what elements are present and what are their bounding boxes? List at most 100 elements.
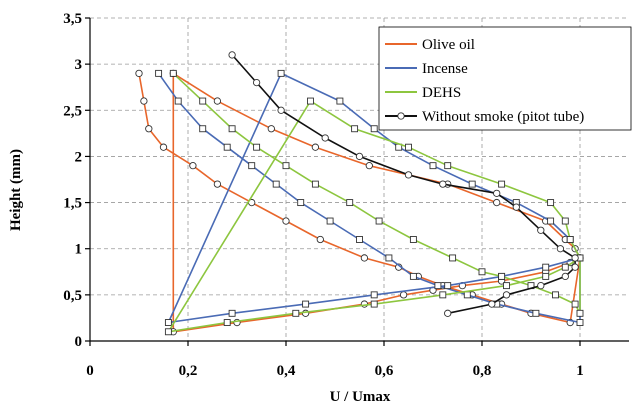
data-point [228,125,236,133]
data-point [199,125,207,133]
data-point [282,217,290,225]
data-point [252,78,261,87]
data-point [272,180,280,188]
data-point [571,254,579,262]
data-point [277,106,285,114]
data-point [164,328,172,336]
data-point [399,291,408,299]
data-point [512,203,520,211]
data-point [561,217,569,225]
data-point [326,217,334,225]
data-point [174,97,182,105]
legend-item: Without smoke (pitot tube) [385,109,584,125]
data-point [336,97,344,105]
data-point [498,272,506,280]
x-tick-label: 0,8 [473,363,492,379]
data-point [292,309,300,317]
data-point [253,143,261,151]
legend-item: DEHS [385,85,461,101]
data-point [468,180,476,188]
data-point [576,319,584,326]
data-point [311,143,320,151]
data-point [351,125,359,133]
x-tick-label: 0,4 [277,363,296,379]
data-point [493,198,501,207]
x-tick-label: 1 [576,363,584,379]
data-point [542,263,550,271]
data-point [571,300,579,308]
legend-item: Olive oil [385,37,475,53]
series-3 [228,51,579,317]
x-tick-label: 0 [86,363,94,379]
series-lines [135,51,584,336]
data-point [444,162,452,170]
data-point [297,199,305,207]
data-point [228,309,236,317]
data-point [159,143,168,151]
data-point [409,236,417,243]
y-tick-label: 3,5 [63,11,82,27]
data-point [135,69,143,78]
series-2 [164,69,584,336]
data-point [301,309,310,317]
y-tick-label: 1,5 [63,196,82,212]
data-point [488,300,496,308]
y-axis-title: Height (mm) [8,149,24,231]
tick-labels: 0 0,5 1 1,5 2 2,5 3 3,5 0 0,2 0,4 0,6 0,8 1 [63,11,584,379]
data-point [537,226,545,234]
data-point [576,309,584,317]
data-point [370,125,378,133]
data-point [223,319,231,326]
data-point [321,134,329,142]
data-point [213,180,222,188]
series-line [167,72,581,333]
data-point [316,235,324,244]
data-point [405,143,412,151]
data-point [267,125,275,133]
y-tick-label: 2,5 [63,103,82,119]
data-point [571,263,579,271]
data-point [547,199,555,207]
data-point [503,282,510,290]
legend-label: DEHS [422,85,461,101]
data-point [552,291,559,299]
data-point [444,309,452,317]
data-point [199,97,207,105]
data-point [346,199,354,207]
data-point [365,162,373,170]
data-point [556,245,565,253]
x-tick-label: 0,2 [179,363,198,379]
data-point [502,291,511,299]
data-point [140,97,148,105]
legend: Olive oil Incense DEHS Without smoke (pitot… [378,26,632,131]
data-point [189,162,197,170]
data-point [356,236,363,243]
data-point [370,300,378,308]
data-point [360,254,369,262]
data-point [307,97,314,105]
legend-label: Without smoke (pitot tube) [422,109,584,125]
data-point [228,51,236,59]
y-tick-label: 3 [75,57,83,73]
x-axis-title: U / Umax [330,389,391,405]
data-point [302,300,310,308]
data-point [439,180,447,188]
data-point [532,309,540,317]
data-point [248,162,256,170]
y-tick-label: 0 [75,334,83,350]
data-point [566,236,574,243]
data-point [375,217,383,225]
legend-marker [397,112,405,120]
axes [85,17,629,346]
data-point [164,319,172,326]
data-point [561,263,569,271]
data-point [561,272,569,281]
data-point [404,171,413,179]
data-point [498,180,506,188]
data-point [434,282,442,290]
data-point [542,272,550,280]
data-point [547,217,555,225]
data-point [478,268,486,276]
y-tick-label: 0,5 [63,288,82,304]
y-tick-label: 1 [75,242,83,258]
